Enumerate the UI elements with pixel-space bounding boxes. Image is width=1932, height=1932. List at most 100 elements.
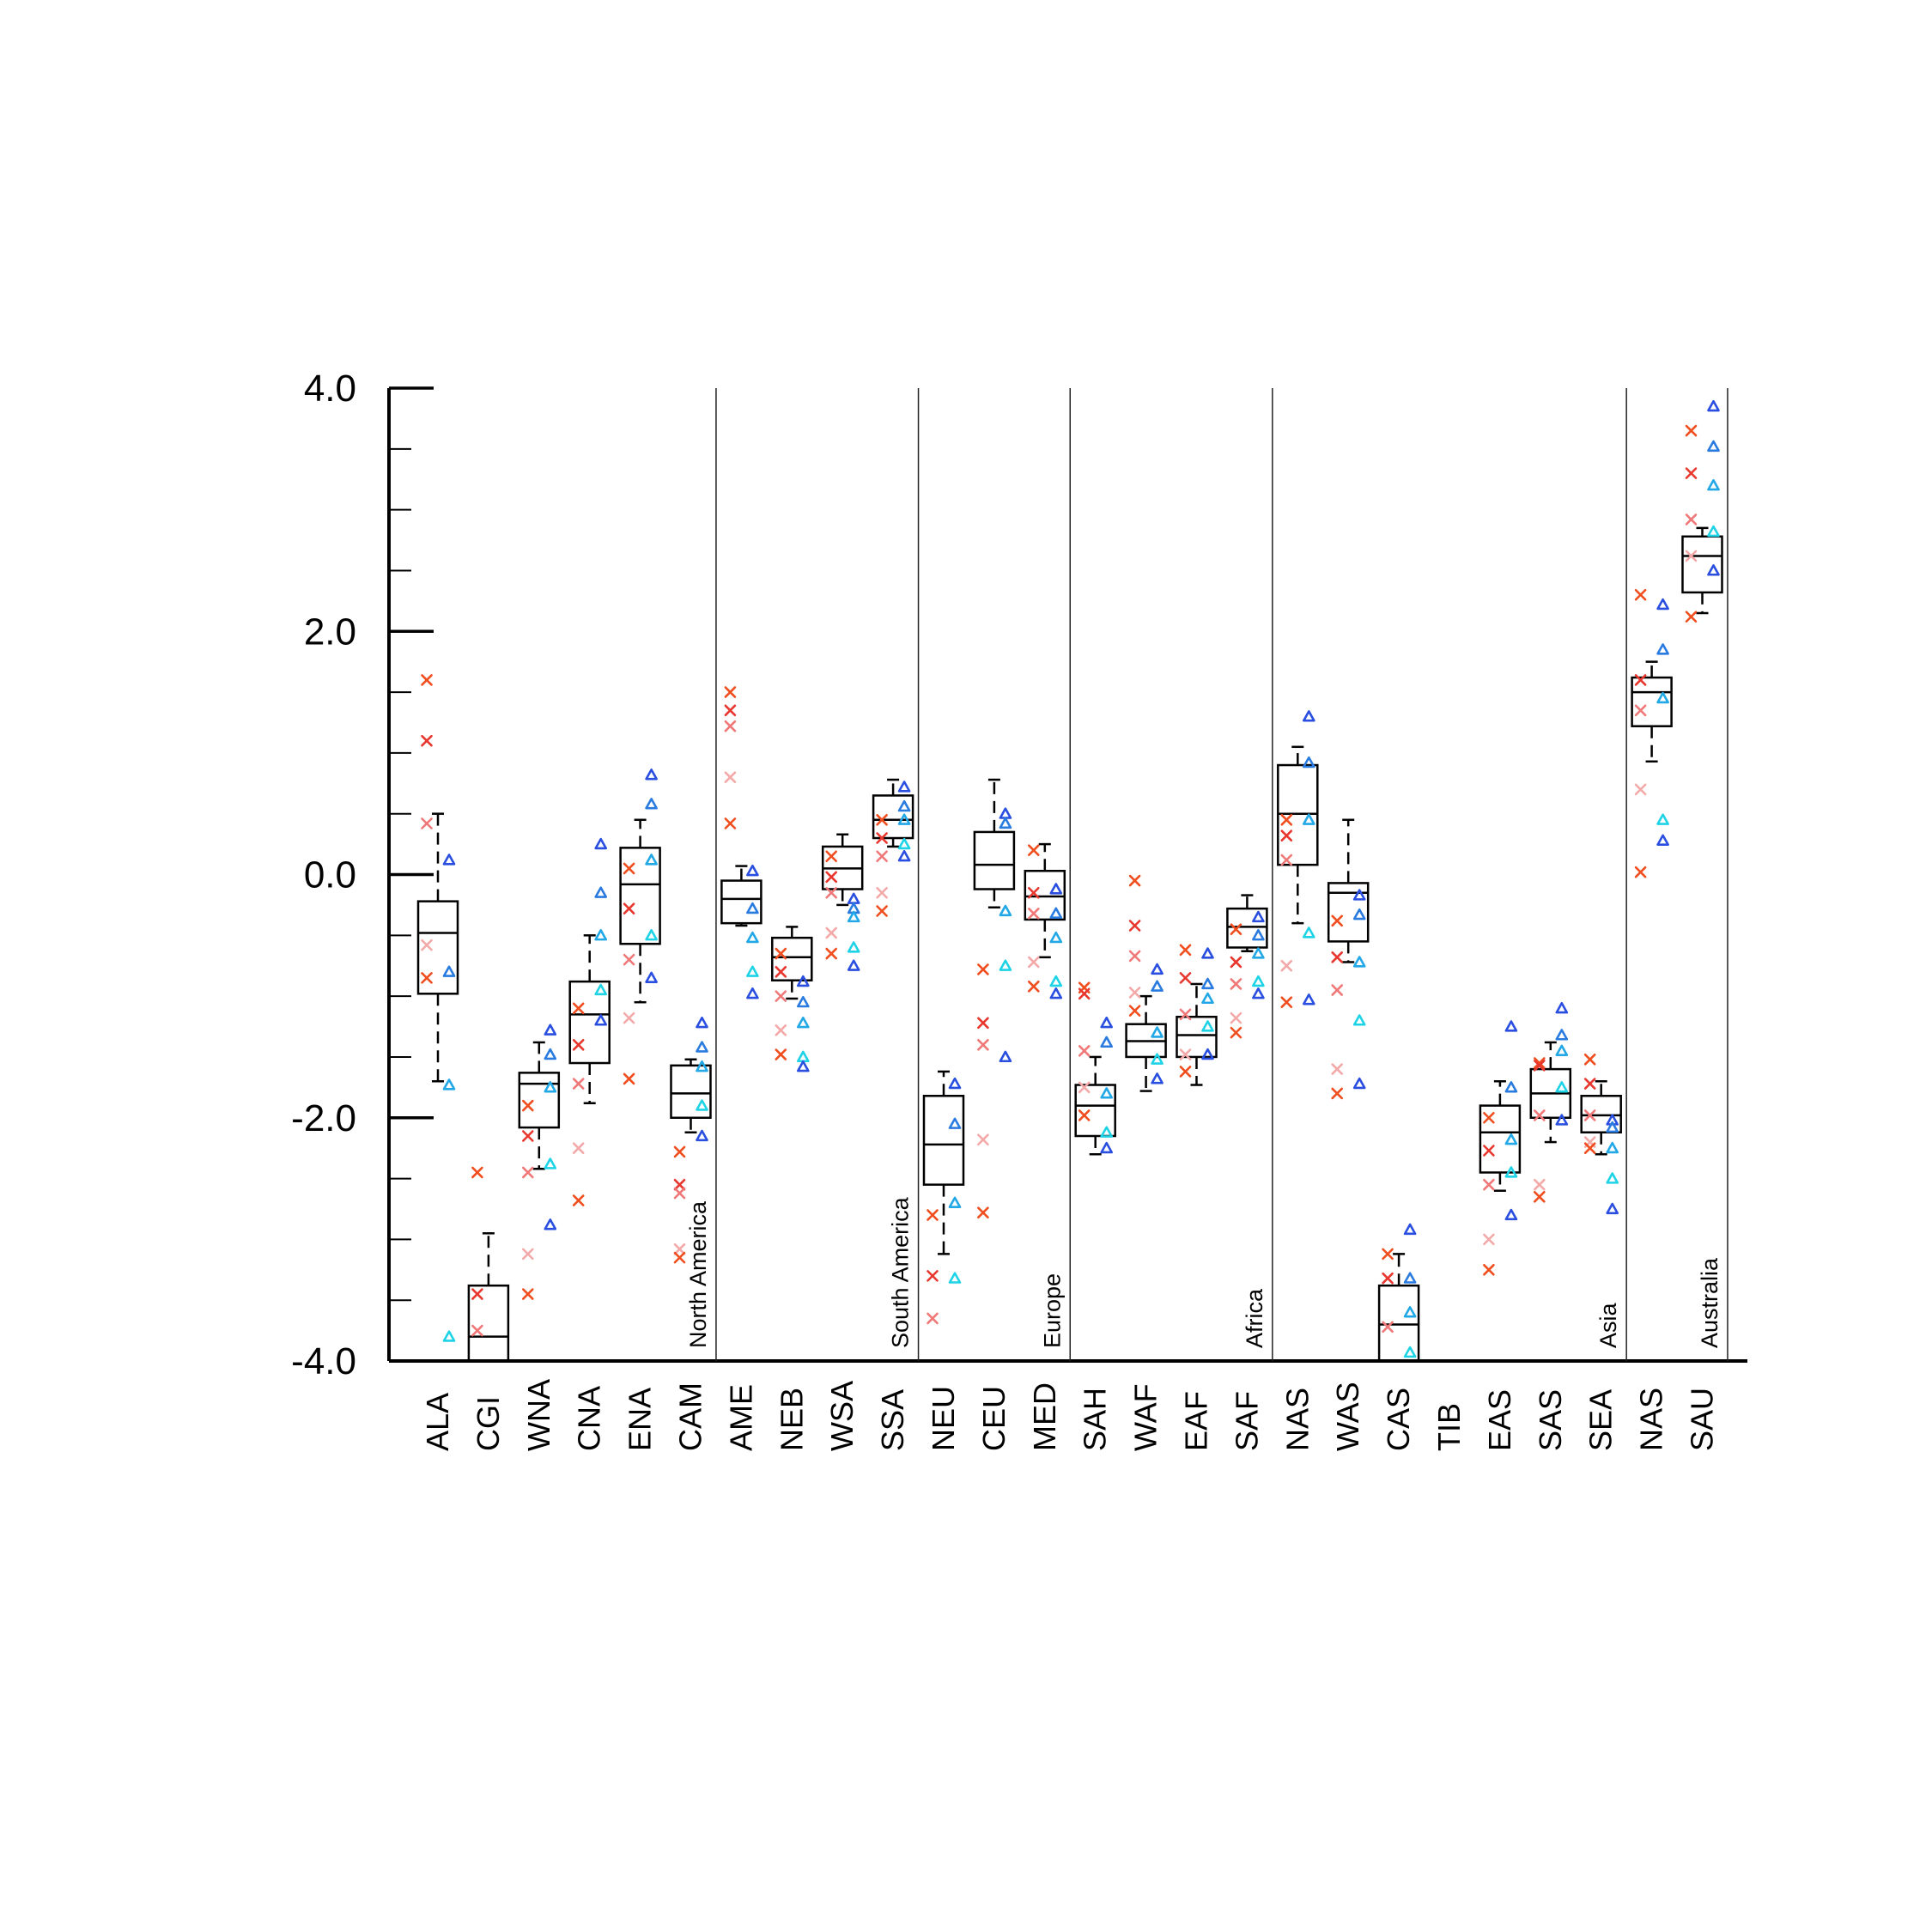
triangle-marker <box>1707 399 1720 412</box>
y-tick-label: -4.0 <box>291 1340 356 1382</box>
triangle-marker <box>1100 1016 1113 1029</box>
cross-marker <box>876 813 888 826</box>
category-label: WAF <box>1128 1383 1163 1451</box>
cross-stroke <box>1280 829 1293 841</box>
triangle-marker <box>1049 987 1063 999</box>
cross-stroke <box>521 1288 534 1300</box>
triangle-marker <box>897 799 911 812</box>
box-neu <box>922 1070 965 1255</box>
triangle-marker <box>1555 1044 1569 1056</box>
cross-marker <box>572 1194 585 1206</box>
triangle-marker <box>1201 992 1214 1005</box>
triangle-marker <box>1303 710 1315 722</box>
triangle-marker <box>1504 1166 1518 1178</box>
cross-stroke <box>724 704 737 717</box>
cross-marker <box>421 939 433 951</box>
box-cna <box>568 934 611 1105</box>
cross-marker <box>775 1024 787 1036</box>
cross-stroke <box>1483 1178 1495 1191</box>
cross-stroke <box>825 947 838 960</box>
box-iqr <box>973 830 1016 890</box>
cross-marker <box>977 1017 989 1030</box>
triangle-marker <box>847 892 860 904</box>
cross-marker <box>421 674 433 686</box>
box-nas <box>1631 660 1673 763</box>
cross-marker <box>724 817 737 829</box>
cross-marker <box>876 850 888 863</box>
cross-marker <box>1583 1053 1596 1066</box>
box-sea <box>1580 1080 1622 1156</box>
category-label: ENA <box>623 1388 658 1451</box>
triangle-marker <box>1504 1133 1518 1145</box>
cross-stroke <box>977 963 989 975</box>
cross-stroke <box>724 771 737 784</box>
cross-stroke <box>673 1178 686 1191</box>
category-label: NEU <box>926 1386 961 1451</box>
cross-marker <box>1280 854 1293 866</box>
group-label: Australia <box>1697 1257 1722 1348</box>
box-ceu <box>973 778 1016 908</box>
triangle-marker <box>696 1129 708 1142</box>
cross-stroke <box>1179 1048 1192 1060</box>
cross-stroke <box>775 990 787 1002</box>
cross-marker <box>1685 513 1698 526</box>
cross-marker <box>876 832 888 844</box>
triangle-marker <box>897 837 911 850</box>
triangle-marker <box>1201 1048 1214 1060</box>
box-iqr <box>518 1072 561 1129</box>
cross-marker <box>1230 1026 1242 1039</box>
cross-marker <box>673 1187 686 1200</box>
cross-marker <box>876 886 888 899</box>
cross-stroke <box>1483 1233 1495 1246</box>
data-markers <box>421 399 1720 1358</box>
cross-marker <box>521 1248 534 1261</box>
triangle-marker <box>1352 1014 1366 1026</box>
cross-marker <box>673 1251 686 1264</box>
cross-marker <box>1634 704 1647 717</box>
cross-stroke <box>1280 813 1293 826</box>
category-label: CAS <box>1381 1388 1416 1451</box>
triangle-marker <box>1252 987 1265 999</box>
category-label: EAS <box>1482 1389 1517 1451</box>
triangle-marker <box>1555 1001 1569 1014</box>
triangle-marker <box>796 975 810 987</box>
triangle-marker <box>1252 910 1265 923</box>
cross-stroke <box>724 720 737 732</box>
group-separators <box>715 388 1728 1361</box>
triangle-marker <box>948 1117 962 1129</box>
triangle-marker <box>594 837 608 850</box>
cross-marker <box>1230 923 1242 936</box>
triangle-marker <box>1151 1026 1163 1038</box>
category-label: MED <box>1027 1382 1062 1451</box>
triangle-marker <box>594 1014 608 1026</box>
cross-stroke <box>1483 1111 1495 1124</box>
cross-marker <box>775 1048 787 1060</box>
cross-stroke <box>1230 1026 1242 1039</box>
cross-stroke <box>1685 550 1698 562</box>
cross-stroke <box>521 1248 534 1261</box>
cross-stroke <box>1230 978 1242 990</box>
triangle-marker <box>1555 1029 1569 1041</box>
cross-marker <box>825 927 838 939</box>
triangle-marker <box>1100 1141 1113 1154</box>
y-tick-label: 2.0 <box>304 611 356 653</box>
triangle-marker <box>796 1016 810 1029</box>
box-iqr <box>1074 1084 1116 1138</box>
cross-marker <box>1685 424 1698 437</box>
cross-stroke <box>623 1072 635 1085</box>
box-iqr <box>670 1064 712 1119</box>
cross-marker <box>927 1312 939 1325</box>
cross-stroke <box>623 862 635 875</box>
group-label: South America <box>888 1196 914 1348</box>
cross-marker <box>1685 467 1698 479</box>
cross-marker <box>977 1133 989 1146</box>
cross-marker <box>1685 550 1698 562</box>
cross-stroke <box>1685 611 1698 623</box>
category-labels: ALA CGI WNA CNA ENA CAM AME NEB WSA SSA NEU CEU MED S… <box>420 1379 1720 1451</box>
triangle-marker <box>1049 907 1063 919</box>
cross-stroke <box>876 832 888 844</box>
cross-marker <box>1230 956 1242 969</box>
triangle-marker <box>1504 1208 1518 1221</box>
cross-marker <box>1179 972 1192 984</box>
